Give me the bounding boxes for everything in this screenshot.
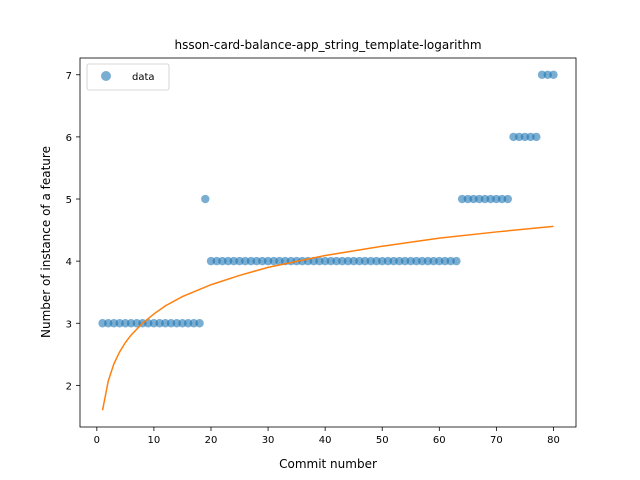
- data-point: [503, 194, 512, 204]
- x-tick-label: 80: [547, 435, 560, 446]
- x-tick-label: 20: [205, 435, 218, 446]
- data-point: [452, 256, 461, 266]
- x-axis-label: Commit number: [279, 457, 377, 471]
- legend-label-data: data: [132, 72, 155, 83]
- y-tick-label: 3: [66, 319, 72, 330]
- x-tick-label: 70: [490, 435, 503, 446]
- y-tick-label: 2: [66, 381, 72, 392]
- x-tick-label: 30: [262, 435, 275, 446]
- axis-ticks: 0 10 20 30 40 50 60 70 80 2 3 4 5 6 7: [66, 71, 560, 446]
- x-tick-label: 40: [319, 435, 332, 446]
- data-point: [549, 70, 558, 79]
- y-tick-label: 5: [66, 195, 72, 206]
- y-tick-label: 6: [66, 133, 72, 144]
- data-point: [195, 319, 204, 328]
- y-tick-label: 7: [66, 71, 72, 82]
- x-tick-label: 0: [94, 435, 100, 446]
- y-axis-label: Number of instance of a feature: [39, 146, 53, 338]
- data-point: [532, 132, 541, 142]
- x-tick-label: 50: [376, 435, 389, 446]
- legend: data: [86, 63, 170, 91]
- fit-line: [101, 225, 554, 411]
- x-tick-label: 60: [433, 435, 446, 446]
- y-tick-label: 4: [66, 257, 72, 268]
- chart-title: hsson-card-balance-app_string_template-l…: [174, 38, 481, 52]
- x-tick-label: 10: [148, 435, 161, 446]
- data-marks: [98, 70, 558, 411]
- legend-marker-data: [101, 71, 111, 81]
- legend-box: [86, 63, 170, 91]
- data-point: [201, 194, 210, 204]
- plot-frame: [79, 57, 577, 428]
